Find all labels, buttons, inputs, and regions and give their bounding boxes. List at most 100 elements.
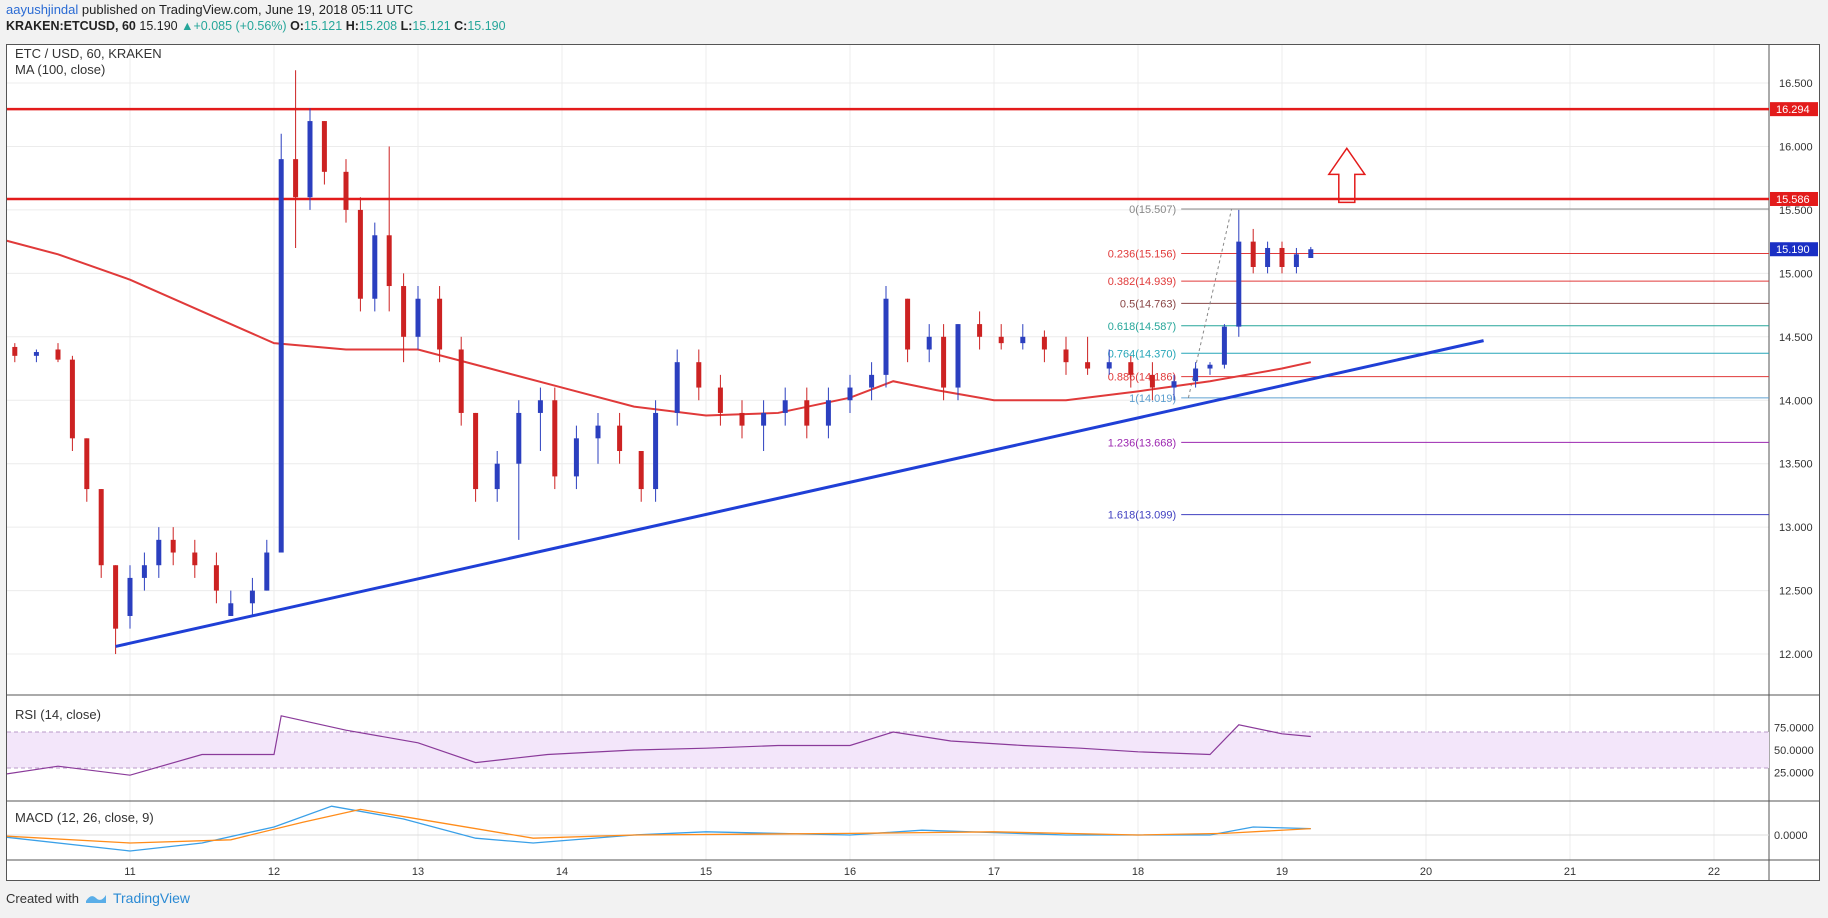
candle-body — [1041, 336, 1047, 350]
candle-body — [473, 412, 479, 490]
candle-body — [573, 438, 579, 477]
candle-body — [998, 336, 1004, 344]
candle-body — [941, 336, 947, 388]
candle-body — [415, 298, 421, 337]
rsi-legend: RSI (14, close) — [15, 707, 101, 722]
price-axis-tick: 13.000 — [1779, 522, 1813, 534]
last-price-tag — [1770, 242, 1818, 257]
time-axis-tick: 15 — [700, 866, 712, 878]
candle-body — [1293, 254, 1299, 268]
candle-body — [1020, 336, 1026, 344]
change-value: +0.085 (+0.56%) — [193, 19, 287, 33]
candle-body — [717, 387, 723, 413]
candle-body — [1128, 362, 1134, 375]
candle-body — [192, 552, 198, 566]
candle-body — [1171, 381, 1177, 388]
fib-level-label: 1.236(13.668) — [1108, 437, 1177, 449]
candle-body — [696, 362, 702, 388]
candle-body — [552, 400, 558, 477]
candle-body — [804, 400, 810, 426]
tradingview-brand[interactable]: TradingView — [112, 890, 191, 906]
up-arrow-icon: ▲ — [181, 19, 194, 33]
publish-line: aayushjindal published on TradingView.co… — [6, 2, 413, 17]
time-axis-tick: 16 — [844, 866, 856, 878]
candle-body — [955, 324, 961, 388]
resistance-price-tag — [1770, 191, 1818, 206]
chart-frame[interactable]: 16.500 16.000 15.500 15.000 14.500 14.000 13.5… — [6, 44, 1820, 881]
candle-body — [869, 374, 875, 388]
support-trendline — [115, 339, 1484, 648]
time-axis-tick: 20 — [1420, 866, 1432, 878]
price-axis-tick: 16.500 — [1779, 78, 1813, 90]
candle-body — [825, 400, 831, 426]
candle-body — [1308, 249, 1314, 258]
open-label: O: — [290, 19, 304, 33]
price-axis-tick: 16.000 — [1779, 141, 1813, 153]
price-axis-tick: 12.500 — [1779, 586, 1813, 598]
candle-body — [12, 346, 18, 356]
fib-level-label: 1.618(13.099) — [1108, 510, 1177, 522]
candle-body — [278, 159, 284, 553]
pair-legend: ETC / USD, 60, KRAKEN — [15, 46, 162, 61]
footer: Created with TradingView — [6, 890, 190, 906]
high-value: 15.208 — [358, 19, 398, 33]
candle-body — [1207, 364, 1213, 369]
author-link[interactable]: aayushjindal — [6, 2, 79, 17]
price-axis-tick: 13.500 — [1779, 459, 1813, 471]
candle-body — [977, 324, 983, 337]
resistance-price-tag — [1770, 102, 1818, 117]
fib-level-label: 0.382(14.939) — [1108, 276, 1177, 288]
candle-body — [1149, 374, 1155, 388]
time-axis-tick: 22 — [1708, 866, 1720, 878]
candle-body — [170, 539, 176, 553]
time-axis-tick: 12 — [268, 866, 280, 878]
tradingview-logo-icon — [85, 895, 106, 903]
time-axis-tick: 21 — [1564, 866, 1576, 878]
close-value: 15.190 — [467, 19, 506, 33]
candle-body — [33, 352, 39, 356]
created-with-text: Created with — [6, 890, 79, 906]
macd-legend: MACD (12, 26, close, 9) — [15, 810, 154, 825]
candle-body — [372, 235, 378, 299]
macd-line — [7, 805, 1311, 852]
candle-body — [84, 438, 90, 490]
fib-level-label: 0.236(15.156) — [1108, 249, 1177, 261]
open-value: 15.121 — [303, 19, 343, 33]
candle-body — [905, 298, 911, 350]
published-text: published on TradingView.com, June 19, 2… — [81, 2, 414, 17]
price-axis-tick: 15.000 — [1779, 268, 1813, 280]
price-axis-tick: 14.500 — [1779, 332, 1813, 344]
high-label: H: — [345, 19, 359, 33]
candle-body — [926, 336, 932, 350]
candle-body — [1250, 241, 1256, 268]
time-axis-tick: 17 — [988, 866, 1000, 878]
candle-body — [516, 412, 522, 464]
candle-body — [437, 298, 443, 350]
ohlc-line: KRAKEN:ETCUSD, 60 15.190 ▲+0.085 (+0.56%… — [6, 19, 506, 33]
low-value: 15.121 — [412, 19, 451, 33]
price-axis-tick: 15.500 — [1779, 205, 1813, 217]
fib-level-label: 0.5(14.763) — [1120, 298, 1176, 310]
candle-body — [127, 577, 133, 616]
rsi-axis-tick: 75.0000 — [1774, 723, 1814, 735]
price-axis-tick: 14.000 — [1779, 395, 1813, 407]
rsi-axis-tick: 25.0000 — [1774, 768, 1814, 780]
time-axis-tick: 13 — [412, 866, 424, 878]
candle-body — [321, 121, 327, 172]
candle-body — [617, 425, 623, 452]
candle-body — [1221, 326, 1227, 365]
candle-body — [228, 603, 234, 616]
candle-body — [141, 565, 147, 578]
price-chart-svg[interactable]: 16.500 16.000 15.500 15.000 14.500 14.000 13.5… — [7, 45, 1819, 880]
fib-level-label: 0.618(14.587) — [1108, 321, 1177, 333]
time-axis-tick: 18 — [1132, 866, 1144, 878]
fib-level-label: 0(15.507) — [1129, 204, 1176, 216]
close-label: C: — [454, 19, 468, 33]
candle-body — [293, 159, 299, 198]
candle-body — [264, 552, 270, 591]
candle-body — [213, 565, 219, 591]
candle-body — [307, 121, 313, 198]
candle-body — [1085, 362, 1091, 369]
candle-body — [343, 171, 349, 210]
candle-body — [847, 387, 853, 401]
